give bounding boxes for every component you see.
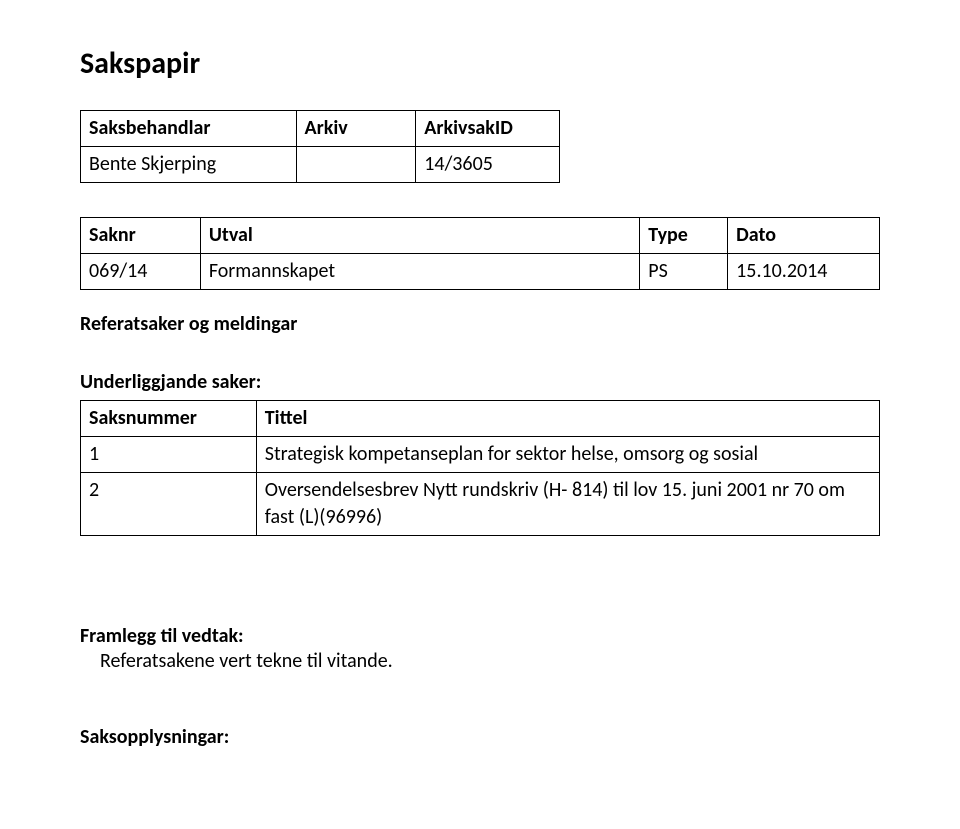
table-row: Saknr Utval Type Dato [81,218,880,254]
sub-header-tittel: Tittel [256,401,879,437]
meta-header-saksbehandlar: Saksbehandlar [81,111,297,147]
page-title: Sakspapir [80,45,880,82]
assign-cell-saknr: 069/14 [81,254,201,290]
assign-cell-type: PS [640,254,728,290]
table-row: Bente Skjerping 14/3605 [81,147,560,183]
table-row: 2 Oversendelsesbrev Nytt rundskriv (H- 8… [81,473,880,536]
assign-header-type: Type [640,218,728,254]
assign-cell-utval: Formannskapet [200,254,639,290]
sub-cell-title: Strategisk kompetanseplan for sektor hel… [256,437,879,473]
referatsaker-heading: Referatsaker og meldingar [80,312,880,336]
meta-cell-arkiv [296,147,416,183]
sub-cell-num: 2 [81,473,257,536]
saksopplysningar-heading: Saksopplysningar: [80,725,880,749]
assignment-table: Saknr Utval Type Dato 069/14 Formannskap… [80,217,880,290]
table-row: 069/14 Formannskapet PS 15.10.2014 [81,254,880,290]
assign-header-dato: Dato [728,218,880,254]
meta-cell-saksbehandlar: Bente Skjerping [81,147,297,183]
meta-table: Saksbehandlar Arkiv ArkivsakID Bente Skj… [80,110,560,183]
sub-header-saksnummer: Saksnummer [81,401,257,437]
sub-cell-num: 1 [81,437,257,473]
meta-header-arkiv: Arkiv [296,111,416,147]
assign-header-utval: Utval [200,218,639,254]
sub-cell-title: Oversendelsesbrev Nytt rundskriv (H- 814… [256,473,879,536]
framlegg-text: Referatsakene vert tekne til vitande. [100,648,880,675]
meta-header-arkivsakid: ArkivsakID [416,111,560,147]
assign-header-saknr: Saknr [81,218,201,254]
document-page: Sakspapir Saksbehandlar Arkiv ArkivsakID… [0,0,960,829]
table-row: 1 Strategisk kompetanseplan for sektor h… [81,437,880,473]
table-row: Saksnummer Tittel [81,401,880,437]
sub-table: Saksnummer Tittel 1 Strategisk kompetans… [80,400,880,536]
meta-cell-arkivsakid: 14/3605 [416,147,560,183]
table-row: Saksbehandlar Arkiv ArkivsakID [81,111,560,147]
assign-cell-dato: 15.10.2014 [728,254,880,290]
framlegg-heading: Framlegg til vedtak: [80,624,880,648]
underliggjande-heading: Underliggjande saker: [80,370,880,394]
